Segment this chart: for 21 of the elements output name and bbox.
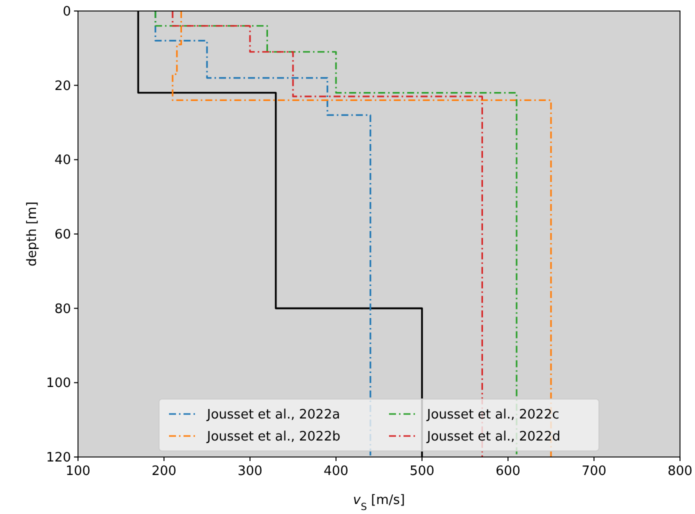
- legend-label: Jousset et al., 2022a: [206, 408, 340, 422]
- y-tick-label: 0: [62, 4, 71, 20]
- y-tick-label: 40: [54, 153, 71, 168]
- x-tick-label: 300: [238, 464, 262, 479]
- y-axis-title: depth [m]: [25, 202, 40, 266]
- y-tick-label: 120: [46, 450, 71, 466]
- y-tick-label: 80: [54, 302, 71, 317]
- legend-label: Jousset et al., 2022b: [206, 430, 340, 444]
- legend-label: Jousset et al., 2022d: [426, 430, 560, 444]
- x-tick-label: 500: [410, 464, 434, 479]
- x-tick-label: 700: [582, 464, 606, 479]
- y-tick-label: 100: [46, 376, 71, 392]
- x-tick-label: 400: [324, 464, 348, 479]
- x-tick-label: 800: [668, 464, 692, 479]
- x-tick-label: 600: [496, 464, 520, 479]
- x-tick-label: 100: [66, 464, 90, 479]
- x-axis-title: v$_{S}$ [m/s]: [353, 493, 405, 512]
- x-tick-label: 200: [152, 464, 176, 479]
- y-tick-label: 60: [54, 228, 71, 242]
- legend-label: Jousset et al., 2022c: [426, 408, 560, 422]
- y-tick-label: 20: [54, 78, 71, 94]
